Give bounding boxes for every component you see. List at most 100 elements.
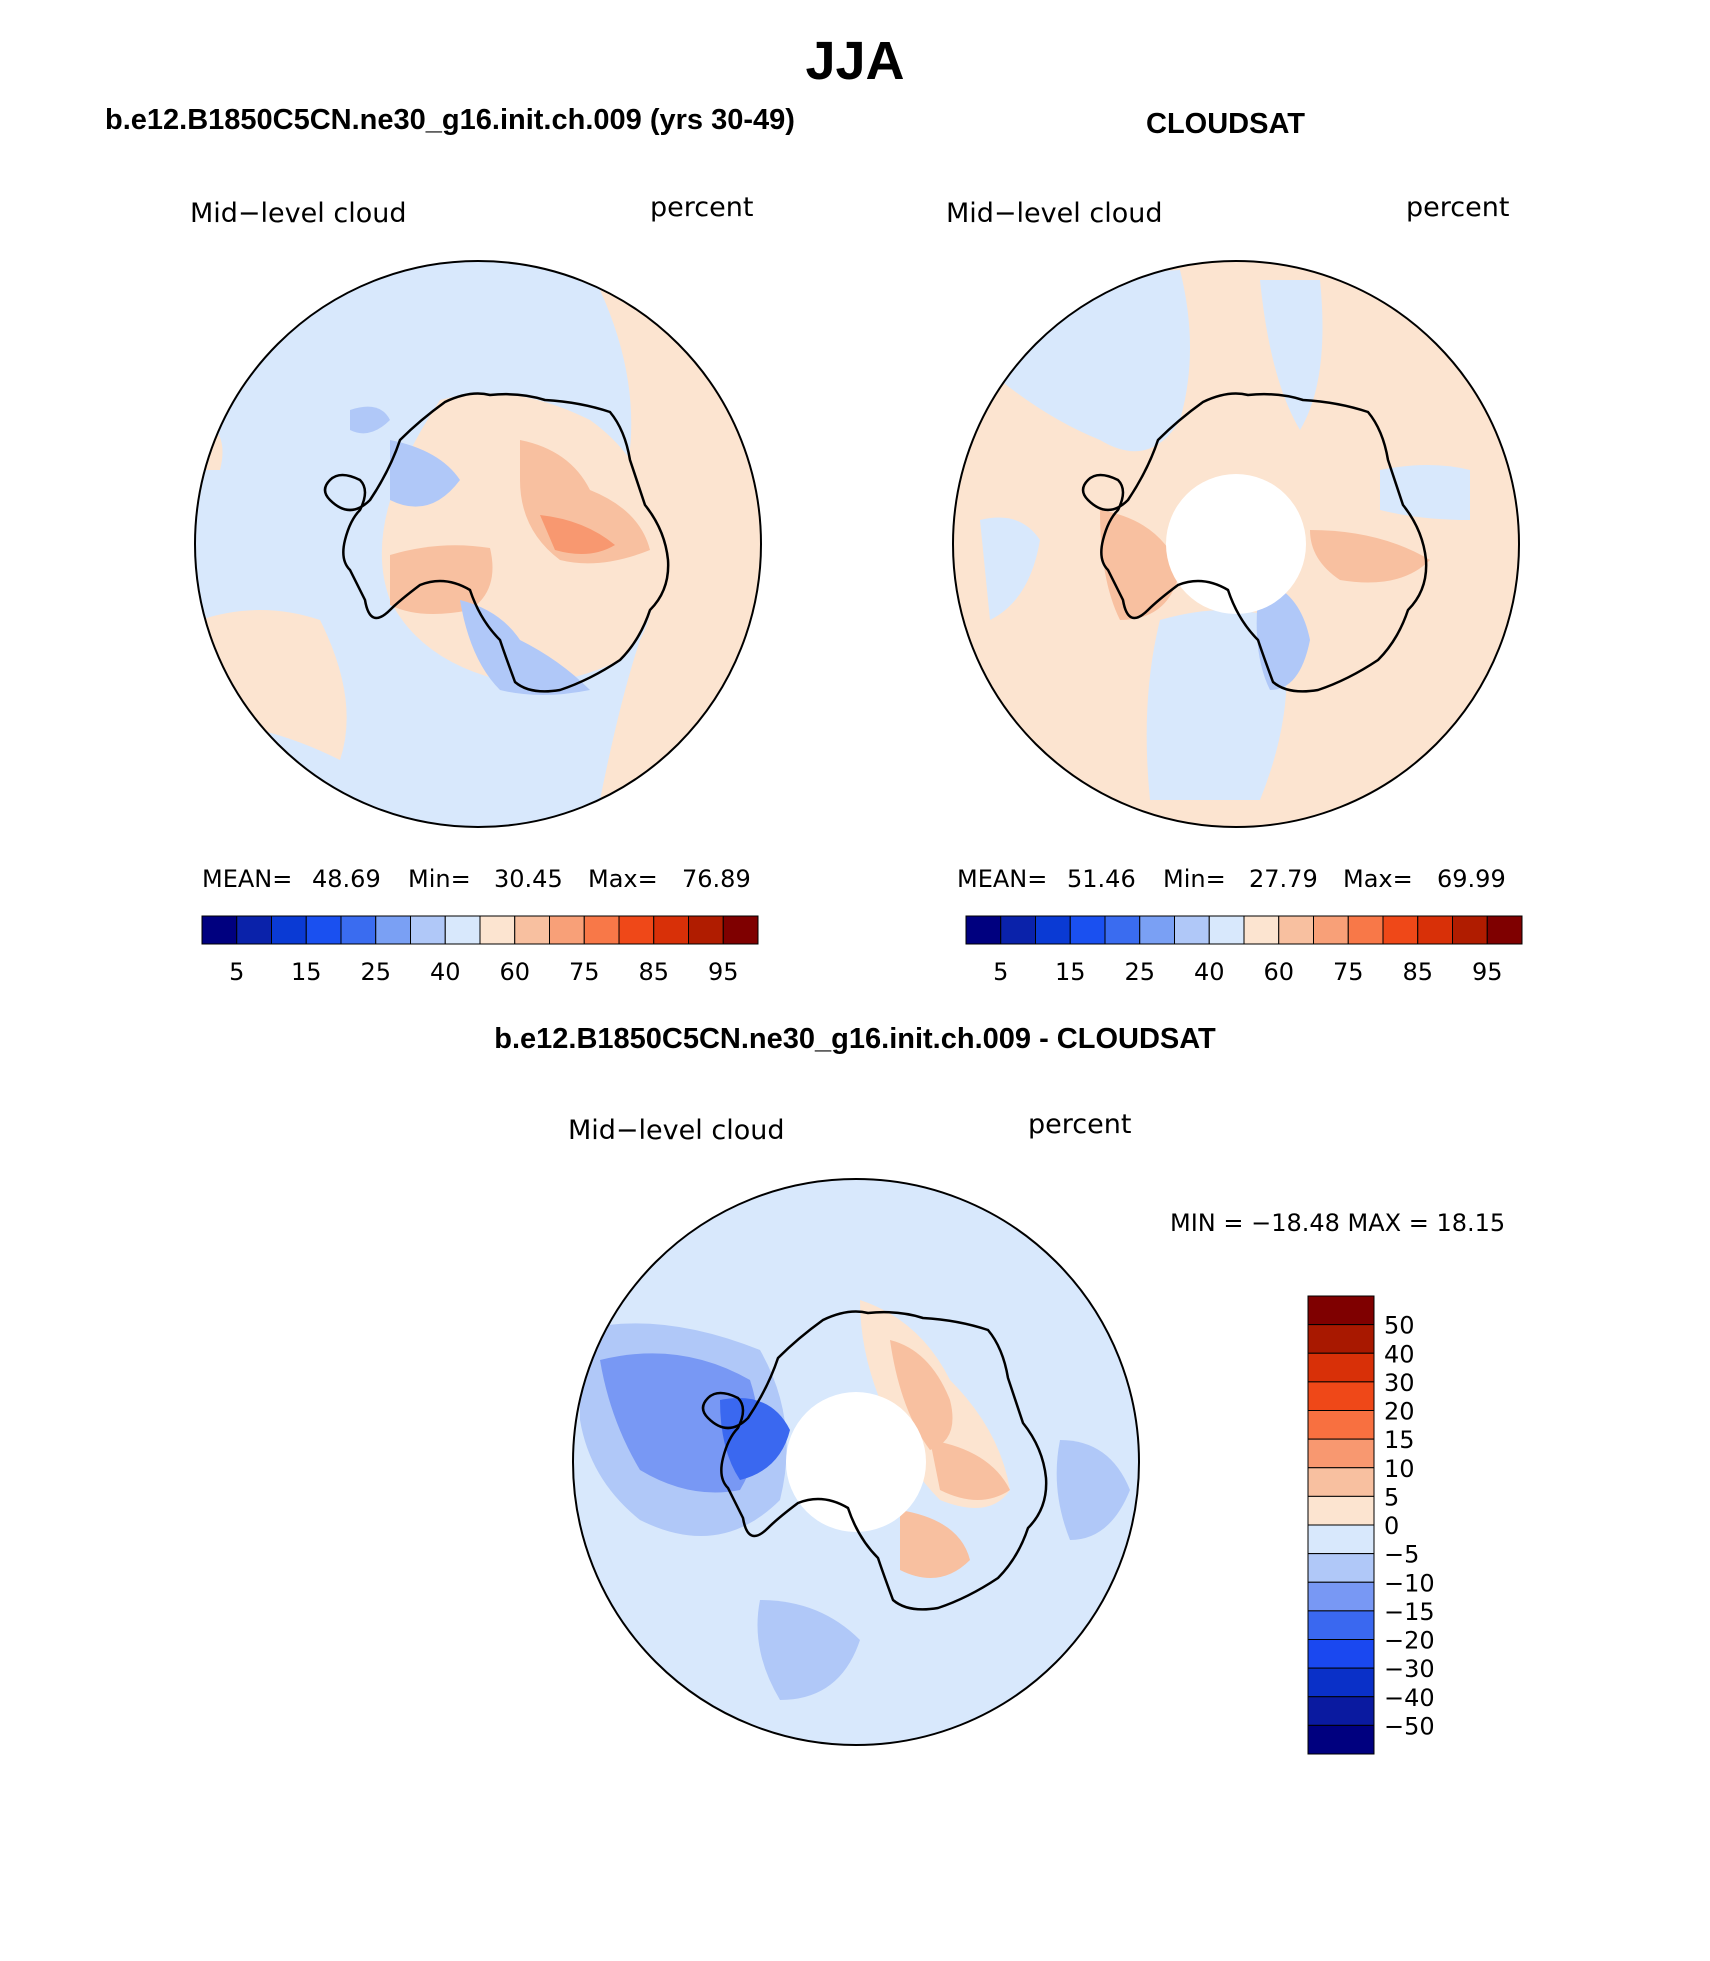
colorbar-diff-tick-label: 50: [1384, 1312, 1415, 1340]
map-fill-blue-east: [1056, 1440, 1130, 1540]
map-fill-warm-east: [600, 290, 760, 800]
colorbar-model-swatch: [444, 915, 481, 945]
colorbar-diff-tick-label: 15: [1384, 1426, 1415, 1454]
map-fill-blue-west-strip: [980, 517, 1040, 620]
colorbar-model-swatch: [201, 915, 238, 945]
colorbar-model-tick-label: 75: [569, 958, 600, 986]
colorbar-model-swatch: [271, 915, 307, 945]
colorbar-diff-tick-label: −20: [1384, 1627, 1435, 1655]
colorbar-diff-swatch: [1307, 1581, 1375, 1612]
map-fill-warm-southwest: [200, 610, 347, 760]
colorbar-obs-tick-label: 75: [1333, 958, 1364, 986]
colorbar-model-swatch: [583, 915, 620, 945]
panel-obs-min-label: Min=: [1163, 865, 1226, 893]
colorbar-model-swatch: [653, 915, 689, 945]
panel-obs-map: [952, 260, 1520, 828]
colorbar-obs: 5 15 25 40 60 75 85 95: [965, 915, 1523, 986]
map-fill-blue-core: [1256, 580, 1310, 690]
map-fill-orange-lower: [900, 1510, 970, 1578]
colorbar-model-tick-label: 15: [291, 958, 322, 986]
antarctica-coastline: [701, 1310, 1048, 1611]
map-fill-orange-west: [390, 545, 493, 614]
colorbar-diff-swatch: [1307, 1724, 1375, 1755]
map-pole-hole: [786, 1392, 926, 1532]
colorbar-obs-swatch: [1069, 915, 1106, 945]
colorbar-diff-tick-label: 5: [1384, 1483, 1399, 1511]
map-fill-orange-upper: [890, 1340, 953, 1450]
antarctica-coastline: [1081, 392, 1428, 693]
colorbar-diff-swatch: [1307, 1410, 1375, 1440]
colorbar-diff-tick-label: 40: [1384, 1340, 1415, 1368]
colorbar-model-tick-label: 5: [229, 958, 244, 986]
map-pole-hole: [1166, 474, 1306, 614]
map-fill-blue-small: [350, 406, 390, 434]
colorbar-model-tick-label: 95: [708, 958, 739, 986]
panel-model-mean-label: MEAN=: [202, 865, 293, 893]
panel-model-mean-value: 48.69: [312, 865, 381, 893]
colorbar-obs-swatch: [1486, 915, 1523, 945]
map-fill-blue-peninsula: [390, 440, 460, 507]
colorbar-diff-tick-label: −40: [1384, 1684, 1435, 1712]
colorbar-obs-swatch: [1452, 915, 1488, 945]
panel-obs-units-label: percent: [1406, 192, 1510, 223]
colorbar-obs-swatch: [1382, 915, 1419, 945]
colorbar-diff-swatch: [1307, 1467, 1375, 1497]
panel-model-min-label: Min=: [408, 865, 471, 893]
colorbar-obs-tick-label: 60: [1263, 958, 1294, 986]
colorbar-obs-swatch: [1243, 915, 1280, 945]
colorbar-diff-tick-label: 20: [1384, 1398, 1415, 1426]
colorbar-model-swatch: [549, 915, 585, 945]
colorbar-obs-swatch: [1208, 915, 1245, 945]
colorbar-obs-swatch: [1174, 915, 1210, 945]
panel-model-max-label: Max=: [588, 865, 658, 893]
colorbar-obs-tick-label: 5: [993, 958, 1008, 986]
map-fill-orange-core: [540, 515, 615, 554]
panel-diff-header: b.e12.B1850C5CN.ne30_g16.init.ch.009 - C…: [494, 1023, 1216, 1055]
map-fill-blue-south: [757, 1600, 860, 1700]
map-fill-blue-deep: [720, 1398, 790, 1480]
colorbar-obs-swatch: [965, 915, 1002, 945]
panel-obs-header: CLOUDSAT: [1146, 108, 1305, 140]
map-boundary: [194, 260, 762, 828]
map-boundary: [952, 260, 1520, 828]
colorbar-obs-tick-label: 40: [1194, 958, 1225, 986]
panel-obs-max-label: Max=: [1343, 865, 1413, 893]
map-fill-blue-south: [1146, 610, 1287, 800]
colorbar-diff-swatch: [1307, 1438, 1375, 1469]
colorbar-obs-tick-label: 25: [1124, 958, 1155, 986]
colorbar-diff-swatch: [1307, 1524, 1375, 1555]
colorbar-model-swatch: [479, 915, 516, 945]
panel-obs-field-label: Mid−level cloud: [946, 198, 1163, 229]
panel-model-map: [194, 260, 762, 828]
colorbar-obs-swatch: [1347, 915, 1384, 945]
colorbar-model-tick-label: 60: [499, 958, 530, 986]
map-fill-blue-south: [460, 600, 590, 695]
panel-obs-mean-value: 51.46: [1067, 865, 1136, 893]
colorbar-model-swatch: [305, 915, 342, 945]
colorbar-model-swatch: [340, 915, 377, 945]
colorbar-obs-swatch: [1417, 915, 1453, 945]
page-title: JJA: [805, 31, 905, 91]
colorbar-diff-swatch: [1307, 1295, 1375, 1326]
colorbar-model-swatch: [236, 915, 272, 945]
panel-model-header: b.e12.B1850C5CN.ne30_g16.init.ch.009 (yr…: [105, 104, 795, 136]
colorbar-diff-tick-label: 30: [1384, 1369, 1415, 1397]
panel-obs-min-value: 27.79: [1249, 865, 1318, 893]
colorbar-model-swatch: [722, 915, 759, 945]
colorbar-diff-swatch: [1307, 1553, 1375, 1583]
colorbar-diff-tick-label: 10: [1384, 1455, 1415, 1483]
colorbar-model-swatch: [618, 915, 655, 945]
colorbar-model-swatch: [514, 915, 550, 945]
colorbar-diff-swatch: [1307, 1352, 1375, 1383]
colorbar-obs-swatch: [1000, 915, 1036, 945]
colorbar-diff-swatch: [1307, 1495, 1375, 1526]
colorbar-model: 5 15 25 40 60 75 85 95: [201, 915, 759, 986]
panel-diff-units-label: percent: [1028, 1109, 1132, 1140]
map-fill-orange-east: [1310, 530, 1430, 583]
colorbar-obs-swatch: [1139, 915, 1175, 945]
colorbar-obs-swatch: [1278, 915, 1314, 945]
colorbar-model-swatch: [688, 915, 724, 945]
colorbar-obs-swatch: [1035, 915, 1071, 945]
